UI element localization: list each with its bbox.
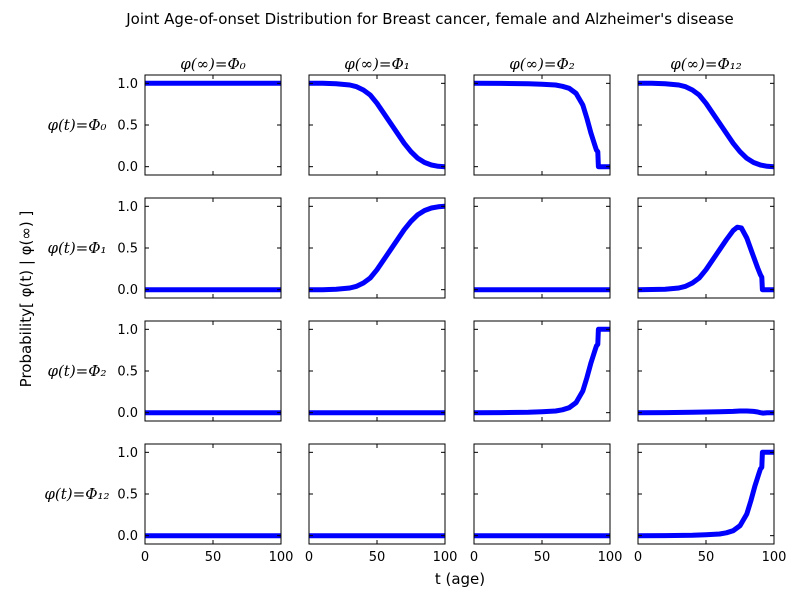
column-label: φ(∞)=Φ₁ <box>344 55 410 73</box>
panel-r0-c0: 0.0 0.5 1.0 φ(∞)=Φ₀ φ(t)=Φ₀ <box>47 55 282 176</box>
x-tick-label: 0 <box>470 550 478 565</box>
panel-r0-c3: φ(∞)=Φ₁₂ <box>637 55 775 176</box>
y-tick-label: 0.5 <box>117 242 138 257</box>
panel-r3-c2: 0 50 100 <box>470 443 623 565</box>
x-tick-label: 100 <box>269 550 294 565</box>
panel-r3-c3: 0 50 100 <box>634 443 787 565</box>
panel-r3-c1: 0 50 100 <box>305 443 458 565</box>
y-tick-label: 0.0 <box>117 160 138 175</box>
series-line-r0-c1 <box>309 80 445 170</box>
row-label: φ(t)=Φ₁₂ <box>44 485 109 503</box>
x-tick-label: 100 <box>598 550 623 565</box>
x-tick-label: 100 <box>762 550 787 565</box>
y-tick-label: 1.0 <box>117 77 138 92</box>
x-tick-label: 0 <box>305 550 313 565</box>
chart-title: Joint Age-of-onset Distribution for Brea… <box>125 10 734 28</box>
row-label: φ(t)=Φ₁ <box>47 239 106 257</box>
row-label: φ(t)=Φ₂ <box>47 362 106 380</box>
series-line-r1-c3 <box>638 224 774 293</box>
column-label: φ(∞)=Φ₂ <box>509 55 575 73</box>
panel-r1-c2 <box>473 197 611 299</box>
y-tick-label: 0.5 <box>117 119 138 134</box>
series-line-r1-c1 <box>309 203 445 293</box>
x-tick-label: 0 <box>634 550 642 565</box>
x-tick-label: 50 <box>205 550 222 565</box>
panel-r3-c0: 0.0 0.5 1.0 0 50 100 φ(t)=Φ₁₂ <box>44 443 294 565</box>
panel-r0-c1: φ(∞)=Φ₁ <box>308 55 446 176</box>
column-label: φ(∞)=Φ₁₂ <box>670 55 742 73</box>
x-tick-label: 100 <box>433 550 458 565</box>
x-tick-label: 0 <box>141 550 149 565</box>
x-tick-label: 50 <box>534 550 551 565</box>
panel-r1-c0: 0.0 0.5 1.0 φ(t)=Φ₁ <box>47 197 282 299</box>
y-tick-label: 0.5 <box>117 488 138 503</box>
panel-r2-c0: 0.0 0.5 1.0 φ(t)=Φ₂ <box>47 320 282 422</box>
panel-r2-c3 <box>637 320 775 422</box>
y-axis-label: Probability[ φ(t) | φ(∞) ] <box>17 211 35 388</box>
y-tick-label: 0.0 <box>117 529 138 544</box>
y-tick-label: 1.0 <box>117 200 138 215</box>
column-label: φ(∞)=Φ₀ <box>180 55 246 73</box>
y-tick-label: 0.5 <box>117 365 138 380</box>
x-tick-label: 50 <box>698 550 715 565</box>
series-line-r2-c2 <box>474 326 610 416</box>
series-line-r2-c3 <box>638 408 774 416</box>
x-tick-label: 50 <box>369 550 386 565</box>
series-line-r0-c2 <box>474 80 610 170</box>
panel-r1-c3 <box>637 197 775 299</box>
panels-layer: 0.0 0.5 1.0 φ(∞)=Φ₀ φ(t)=Φ₀ φ(∞)=Φ₁ φ(∞)=Φ₂ φ(∞… <box>44 55 786 565</box>
y-tick-label: 1.0 <box>117 446 138 461</box>
panel-r0-c2: φ(∞)=Φ₂ <box>473 55 611 176</box>
panel-r1-c1 <box>308 197 446 299</box>
panel-r2-c2 <box>473 320 611 422</box>
series-line-r0-c3 <box>638 80 774 170</box>
panel-r2-c1 <box>308 320 446 422</box>
y-tick-label: 0.0 <box>117 283 138 298</box>
x-axis-label: t (age) <box>435 570 485 588</box>
series-line-r3-c3 <box>638 449 774 539</box>
y-tick-label: 0.0 <box>117 406 138 421</box>
y-tick-label: 1.0 <box>117 323 138 338</box>
row-label: φ(t)=Φ₀ <box>47 116 106 134</box>
